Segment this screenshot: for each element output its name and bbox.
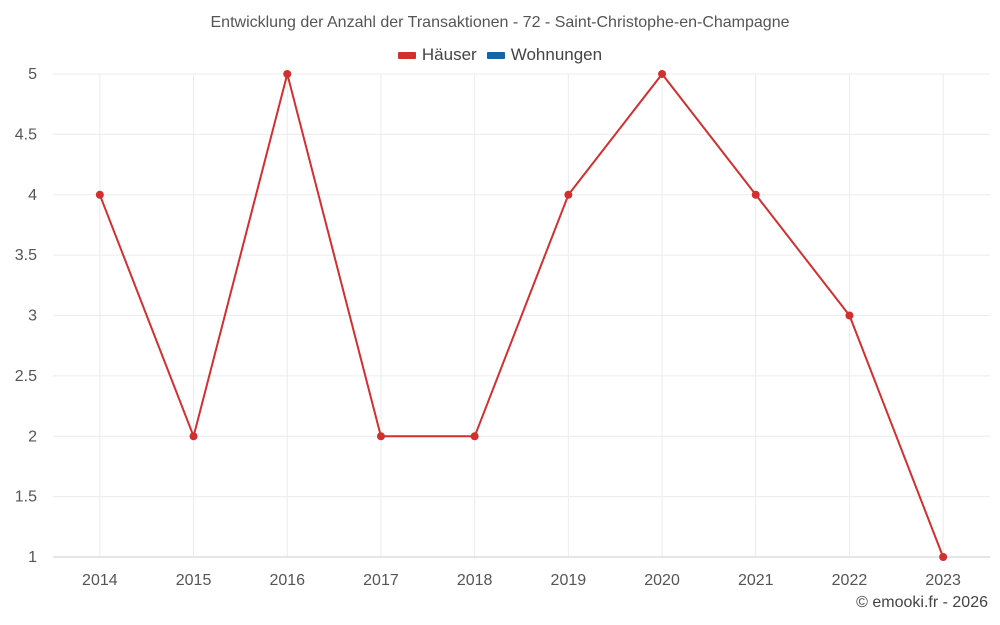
data-point[interactable] (470, 432, 479, 441)
legend: Häuser Wohnungen (0, 45, 1000, 65)
data-point[interactable] (751, 190, 760, 199)
x-tick-label: 2015 (176, 572, 212, 589)
data-point[interactable] (845, 311, 854, 320)
y-tick-label: 2.5 (15, 368, 37, 385)
chart-title: Entwicklung der Anzahl der Transaktionen… (210, 14, 790, 31)
x-tick-label: 2019 (551, 572, 587, 589)
data-point[interactable] (189, 432, 198, 441)
x-tick-label: 2021 (738, 572, 774, 589)
axes: 1 1.5 2 2.5 3 3.5 4 4.5 5 2014 2015 2016 2017 2018 201… (15, 66, 990, 589)
x-tick-label: 2023 (925, 572, 961, 589)
y-tick-label: 1 (28, 549, 37, 566)
series-line-haeuser (98, 73, 945, 558)
x-tick-label: 2014 (82, 572, 118, 589)
y-tick-label: 2 (28, 428, 37, 445)
x-tick-label: 2017 (363, 572, 399, 589)
y-tick-label: 1.5 (15, 489, 37, 506)
data-point[interactable] (564, 190, 573, 199)
data-point[interactable] (939, 553, 948, 561)
y-tick-label: 5 (28, 66, 37, 83)
legend-swatch-wohnungen (486, 51, 505, 59)
legend-swatch-haeuser (397, 51, 416, 59)
y-tick-label: 3 (28, 308, 37, 325)
x-tick-label: 2020 (644, 572, 680, 589)
data-point[interactable] (658, 70, 667, 78)
x-tick-label: 2018 (457, 572, 493, 589)
legend-item-haeuser[interactable]: Häuser (397, 45, 477, 65)
y-tick-label: 3.5 (15, 247, 37, 264)
data-point[interactable] (283, 70, 292, 78)
data-point[interactable] (95, 190, 104, 199)
y-tick-label: 4 (28, 187, 37, 204)
x-tick-label: 2016 (269, 572, 305, 589)
legend-label-wohnungen: Wohnungen (510, 45, 603, 64)
legend-item-wohnungen[interactable]: Wohnungen (486, 45, 603, 65)
y-tick-label: 4.5 (15, 126, 37, 143)
series-layer (95, 70, 948, 561)
x-tick-label: 2022 (832, 572, 868, 589)
data-point[interactable] (376, 432, 385, 441)
legend-label-haeuser: Häuser (421, 45, 477, 64)
credit-text: © emooki.fr - 2026 (856, 594, 988, 611)
